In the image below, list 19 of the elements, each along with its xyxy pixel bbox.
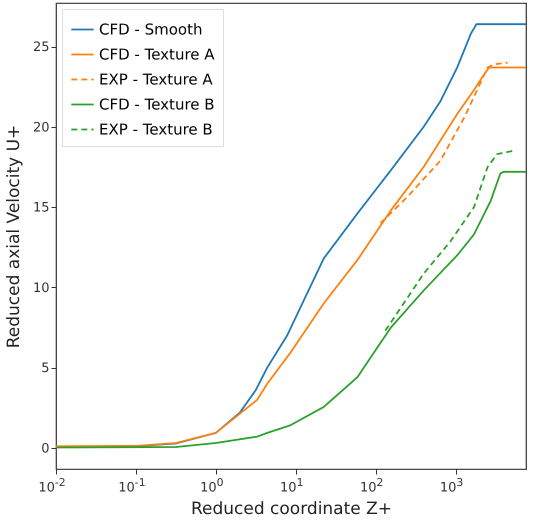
x-axis-title: Reduced coordinate Z+ [190,499,392,519]
legend-label: CFD - Smooth [99,20,202,38]
y-tick-label: 10 [32,280,50,296]
y-tick-label: 20 [32,120,50,136]
x-tick-label: 10$^{0}$ [200,476,224,496]
x-tick-label: 10$^{-1}$ [118,476,146,496]
legend-label: CFD - Texture B [99,96,215,114]
x-tick-label: 10$^{3}$ [440,476,464,496]
x-tick-label: 10$^{2}$ [360,476,384,496]
legend-label: CFD - Texture A [99,46,216,64]
y-tick-label: 25 [32,40,50,56]
x-tick-label: 10$^{-2}$ [38,476,66,496]
y-tick-label: 0 [41,441,50,456]
legend-label: EXP - Texture B [99,120,213,138]
y-tick-label: 15 [32,200,50,216]
y-tick-label: 5 [41,361,50,376]
y-axis-title: Reduced axial Velocity U+ [4,124,24,348]
x-tick-label: 10$^{1}$ [280,476,304,496]
legend-label: EXP - Texture A [99,70,214,88]
